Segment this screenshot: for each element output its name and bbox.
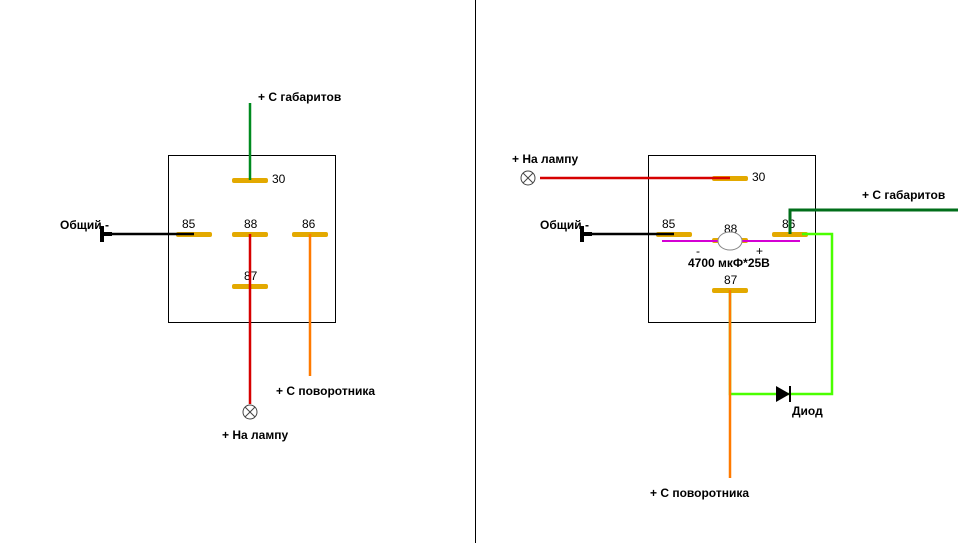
right-label-lampu: + На лампу (512, 152, 578, 166)
right-label-cap: 4700 мкФ*25В (688, 256, 770, 270)
diagram-canvas: 30 85 88 86 87 + С габаритов Общий - + С… (0, 0, 960, 543)
right-label-diod: Диод (792, 404, 823, 418)
right-label-povorotnik: + С поворотника (650, 486, 749, 500)
right-label-gabarit: + С габаритов (862, 188, 945, 202)
right-bulb-icon (520, 170, 536, 186)
right-wire-orange (0, 0, 960, 543)
right-diode-icon (772, 384, 796, 404)
right-label-obshiy: Общий - (540, 218, 589, 232)
